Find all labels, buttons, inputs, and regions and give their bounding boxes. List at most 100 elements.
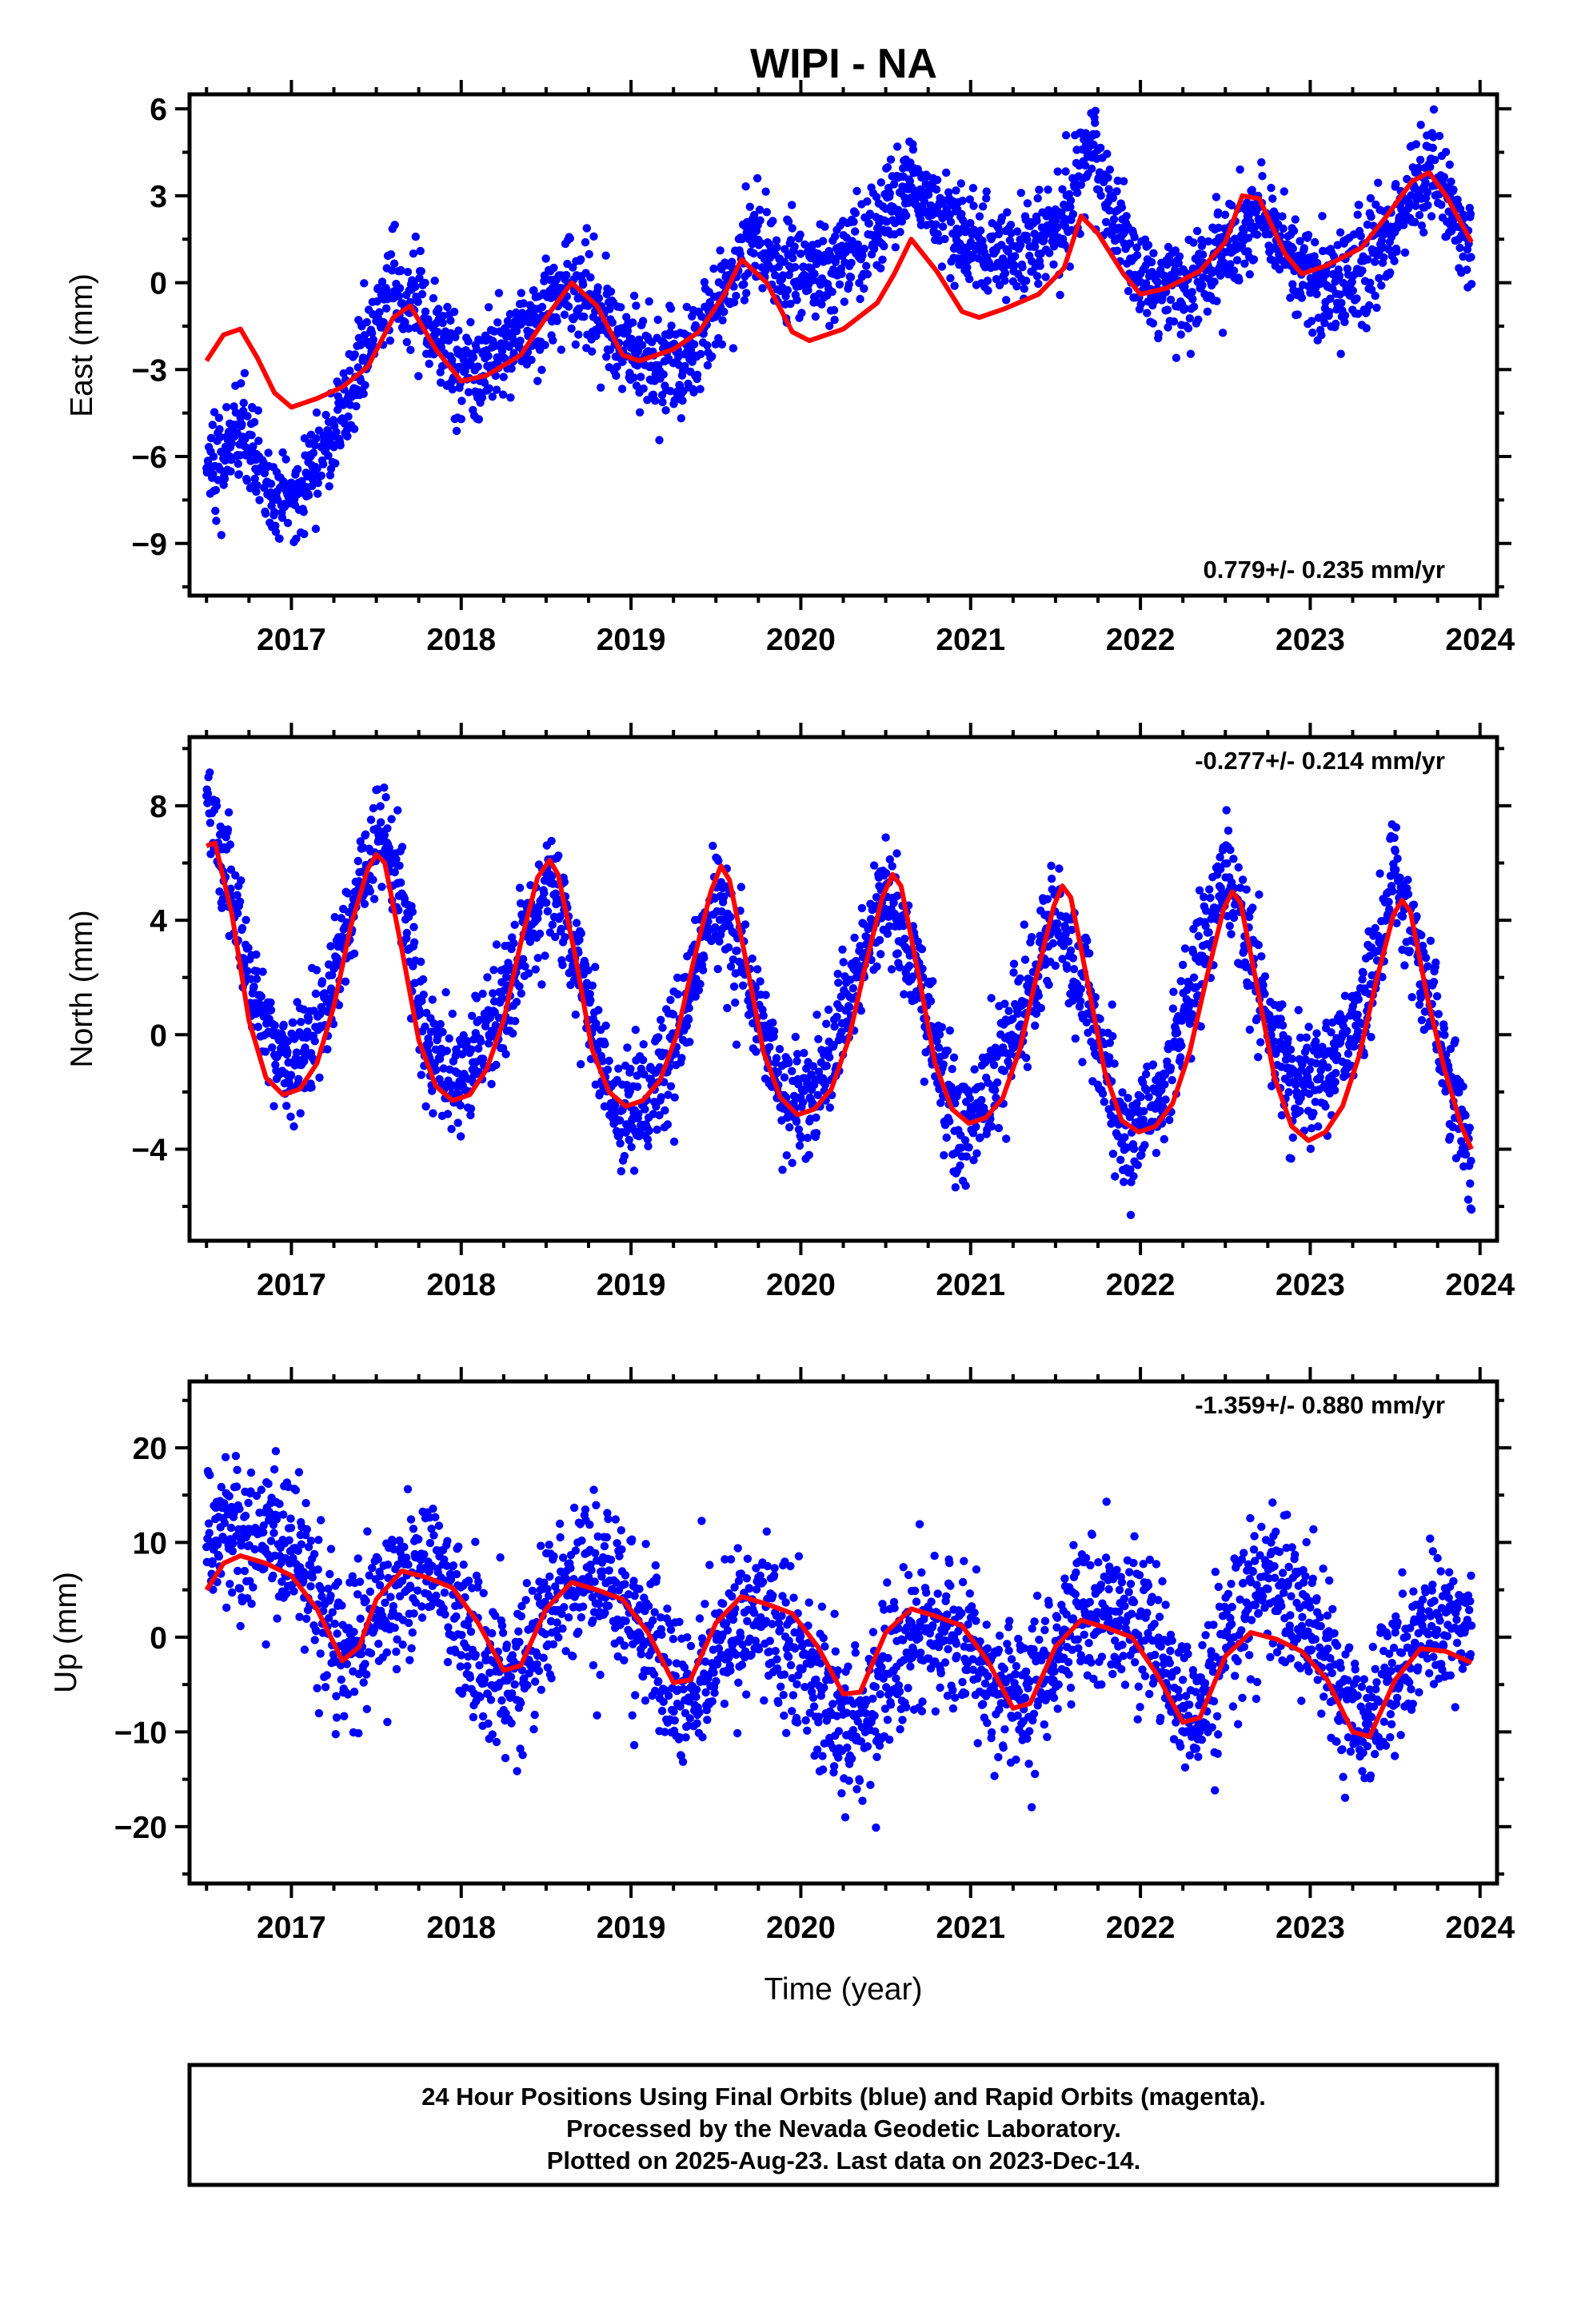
east-data-point <box>788 201 796 209</box>
north-data-point <box>1067 947 1075 955</box>
east-data-point <box>856 295 864 303</box>
north-data-point <box>1108 1000 1116 1008</box>
east-data-point <box>860 285 868 293</box>
east-data-point <box>411 283 419 291</box>
north-data-point <box>1177 1042 1185 1050</box>
north-data-point <box>467 1105 475 1113</box>
east-data-point <box>595 294 603 302</box>
east-data-point <box>1118 203 1126 211</box>
north-data-point <box>778 1166 786 1174</box>
north-data-point <box>449 1010 457 1018</box>
north-data-point <box>761 991 769 999</box>
east-data-point <box>350 425 358 433</box>
east-data-point <box>976 226 984 234</box>
north-data-point <box>395 862 403 870</box>
east-data-point <box>938 262 946 270</box>
north-data-point <box>350 950 358 958</box>
east-data-point <box>845 281 853 289</box>
north-data-point <box>783 1151 791 1159</box>
north-data-point <box>1344 1050 1352 1058</box>
east-data-point <box>527 356 535 364</box>
east-data-point <box>1290 227 1298 235</box>
east-data-point <box>300 530 308 538</box>
north-data-point <box>730 983 738 991</box>
east-data-point <box>485 385 493 393</box>
east-data-point <box>414 297 422 305</box>
east-data-point <box>983 187 991 195</box>
east-data-point <box>933 176 941 184</box>
north-data-point <box>393 806 401 814</box>
east-data-point <box>718 316 726 324</box>
north-data-point <box>1304 1022 1312 1030</box>
north-data-point <box>443 1046 451 1054</box>
north-data-point <box>894 949 902 957</box>
east-velocity-label: 0.779+/- 0.235 mm/yr <box>1204 556 1445 584</box>
north-data-point <box>733 947 741 955</box>
north-data-point <box>900 935 908 943</box>
east-data-point <box>796 230 804 238</box>
east-data-point <box>940 235 948 243</box>
east-data-point <box>1233 256 1241 264</box>
east-data-point <box>500 373 508 381</box>
east-data-point <box>1423 201 1431 209</box>
east-data-point <box>810 270 818 278</box>
east-data-point <box>1317 331 1325 339</box>
north-data-point <box>626 1065 634 1073</box>
north-data-point <box>542 899 550 907</box>
east-data-point <box>790 242 798 250</box>
east-data-point <box>313 489 321 497</box>
east-data-point <box>1372 304 1380 312</box>
north-data-point <box>814 1035 822 1043</box>
north-data-point <box>1024 1063 1032 1071</box>
north-data-point <box>1343 1026 1351 1034</box>
north-data-point <box>940 1060 948 1068</box>
east-data-point <box>434 305 442 313</box>
north-data-point <box>1176 1053 1184 1061</box>
north-data-point <box>661 1106 669 1114</box>
north-data-point <box>918 945 926 953</box>
north-data-point <box>1160 1080 1168 1088</box>
east-data-point <box>1001 269 1009 277</box>
east-data-point <box>421 279 429 287</box>
east-data-point <box>1349 286 1357 294</box>
east-data-point <box>309 448 317 456</box>
east-data-point <box>464 337 472 345</box>
east-data-point <box>1033 272 1041 280</box>
north-data-point <box>1144 1093 1152 1101</box>
north-data-point <box>993 1078 1001 1086</box>
east-data-point <box>1365 301 1373 309</box>
east-data-point <box>1278 213 1286 221</box>
north-data-point <box>410 939 418 947</box>
east-data-point <box>1044 185 1052 193</box>
north-data-point <box>1076 997 1084 1005</box>
north-data-point <box>1314 1122 1322 1130</box>
east-data-point <box>1367 213 1375 221</box>
east-data-point <box>741 182 749 190</box>
east-data-point <box>1149 249 1157 257</box>
east-data-point <box>1189 238 1197 246</box>
north-data-point <box>532 965 540 973</box>
north-data-point <box>977 1096 985 1104</box>
east-data-point <box>281 455 289 463</box>
east-data-point <box>830 306 838 314</box>
north-data-point <box>1134 1161 1142 1169</box>
north-data-point <box>591 963 599 971</box>
east-data-point <box>1049 261 1057 269</box>
north-data-point <box>377 883 385 891</box>
north-data-point <box>534 954 542 962</box>
north-data-point <box>1248 903 1256 911</box>
north-data-point <box>509 1030 517 1038</box>
north-data-point <box>946 1026 954 1034</box>
north-data-point <box>632 1026 640 1034</box>
north-data-point <box>991 1086 999 1094</box>
north-data-point <box>943 1134 951 1142</box>
east-data-point <box>1427 212 1435 220</box>
east-data-point <box>209 421 217 429</box>
east-data-point <box>538 303 546 311</box>
north-data-point <box>1160 1135 1168 1143</box>
north-data-point <box>617 1167 625 1175</box>
east-data-point <box>313 409 321 417</box>
east-data-point <box>849 217 857 225</box>
north-data-point <box>709 842 717 850</box>
north-data-point <box>792 1118 800 1126</box>
